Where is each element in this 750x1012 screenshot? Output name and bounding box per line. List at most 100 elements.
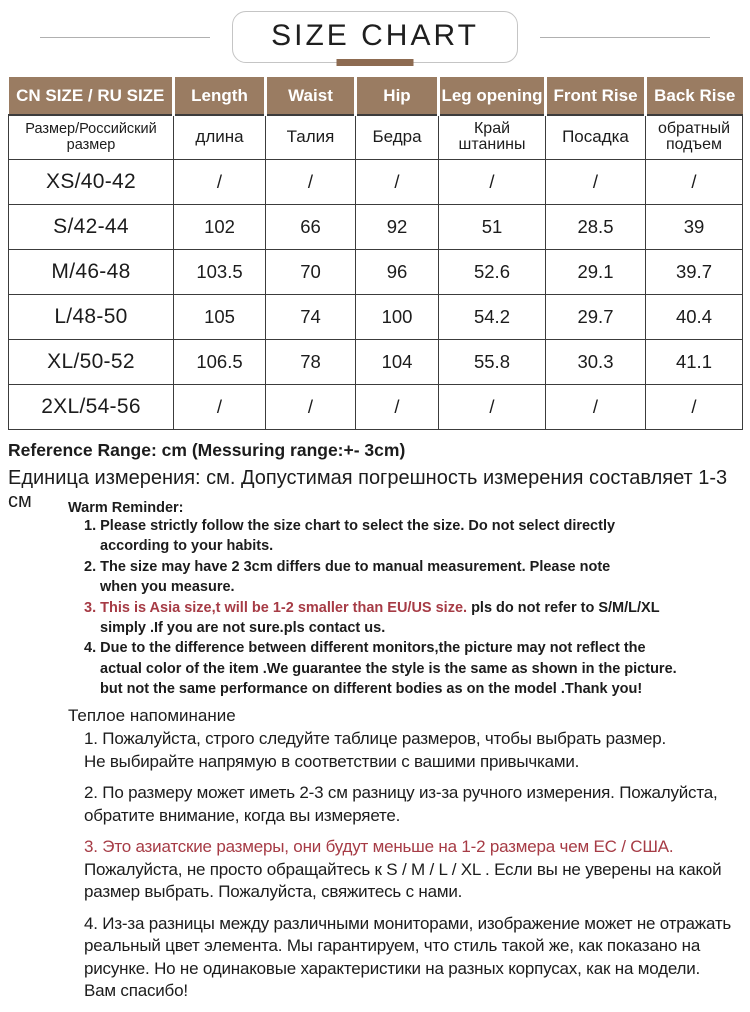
list-item-line: реальный цвет элемента. Мы гарантируем, … [84,936,701,955]
title-section: SIZE CHART [0,11,750,66]
value-cell: 96 [355,248,439,295]
page-title: SIZE CHART [271,19,479,52]
asia-size-warning-en: 3. This is Asia size,t will be 1-2 small… [84,599,468,616]
title-box: SIZE CHART [232,11,518,66]
header-ru-hip: Бедра [355,114,439,160]
title-underline [336,59,414,66]
value-cell: 54.2 [438,293,546,340]
list-item-line: 1. Please strictly follow the size chart… [84,518,616,534]
value-cell: 102 [173,203,266,250]
value-cell: 70 [265,248,356,295]
decor-line-right [539,36,710,38]
header-cell-back-rise: Back Rise [644,77,743,116]
ru-reminder-title: Теплое напоминание [68,706,236,725]
list-item: 4. Due to the difference between differe… [84,638,729,699]
table-row-l: L/48-50 105 74 100 54.2 29.7 40.4 [8,293,743,340]
value-cell: / [173,383,266,430]
header-ru-back-line2: подъем [665,136,723,154]
header-cell-length: Length [172,77,266,116]
size-cell: S/42-44 [8,203,174,250]
value-cell: / [355,158,439,205]
value-cell: 39 [645,203,743,250]
list-item-line: обратите внимание, когда вы измеряете. [84,805,401,825]
list-item-line: размер выбрать. Пожалуйста, свяжитесь с … [84,882,463,901]
ru-reminder-list: 1. Пожалуйста, строго следуйте таблице р… [84,728,744,1012]
header-cell-front-rise: Front Rise [544,77,646,116]
warm-reminder-title: Warm Reminder: [68,500,184,516]
header-ru-length: длина [173,114,266,160]
header-ru-size-line2: размер [66,137,116,154]
table-header-ru: Размер/Российский размер длина Талия Бед… [8,114,743,160]
value-cell: / [545,383,646,430]
list-item-line: Пожалуйста, не просто обращайтесь к S / … [84,859,722,879]
value-cell: 66 [265,203,356,250]
header-ru-back-line1: обратный [657,119,731,137]
table-row-s: S/42-44 102 66 92 51 28.5 39 [8,203,743,250]
size-cell: XS/40-42 [8,158,174,205]
list-item: 1. Please strictly follow the size chart… [84,516,729,557]
value-cell: 52.6 [438,248,546,295]
value-cell: / [265,383,356,430]
header-ru-leg-opening: Край штанины [438,114,546,160]
value-cell: 28.5 [545,203,646,250]
value-cell: / [265,158,356,205]
value-cell: 30.3 [545,338,646,385]
header-ru-waist: Талия [265,114,356,160]
list-item-line: 1. Пожалуйста, строго следуйте таблице р… [84,729,667,748]
header-ru-size: Размер/Российский размер [8,114,174,160]
size-cell: 2XL/54-56 [8,383,174,430]
table-row-xs: XS/40-42 / / / / / / [8,158,743,205]
header-cell-leg-opening: Leg opening [437,77,546,116]
value-cell: 39.7 [645,248,743,295]
list-item-line-rest: pls do not refer to S/M/L/XL [467,599,660,616]
value-cell: / [438,158,546,205]
list-item-line: actual color of the item .We guarantee t… [100,660,677,677]
list-item-line: 3. This is Asia size,t will be 1-2 small… [84,598,729,618]
header-cell-hip: Hip [354,77,439,116]
size-cell: L/48-50 [8,293,174,340]
header-ru-back-rise: обратный подъем [645,114,743,160]
value-cell: 78 [265,338,356,385]
table-header-en: CN SIZE / RU SIZE Length Waist Hip Leg o… [8,77,743,116]
list-item-line: Не выбирайте напрямую в соответствии с в… [84,751,580,771]
value-cell: / [438,383,546,430]
value-cell: 103.5 [173,248,266,295]
value-cell: 40.4 [645,293,743,340]
warm-reminder-list: 1. Please strictly follow the size chart… [84,516,729,700]
value-cell: 105 [173,293,266,340]
list-item-line: 2. По размеру может иметь 2-3 см разницу… [84,783,718,802]
header-ru-leg-line1: Край [473,119,511,137]
header-ru-front-rise: Посадка [545,114,646,160]
list-item: 1. Пожалуйста, строго следуйте таблице р… [84,728,744,773]
header-ru-leg-line2: штанины [458,136,526,154]
value-cell: 29.7 [545,293,646,340]
table-row-2xl: 2XL/54-56 / / / / / / [8,383,743,430]
header-ru-front-rise-label: Посадка [562,127,629,146]
list-item-line: but not the same performance on differen… [100,681,643,698]
value-cell: / [545,158,646,205]
header-ru-waist-label: Талия [286,127,335,146]
value-cell: 106.5 [173,338,266,385]
value-cell: 51 [438,203,546,250]
list-item: 3. Это азиатские размеры, они будут мень… [84,836,744,904]
header-ru-size-line1: Размер/Российский [25,120,157,137]
list-item-line: simply .If you are not sure.pls contact … [100,620,386,637]
value-cell: / [645,158,743,205]
value-cell: 104 [355,338,439,385]
size-chart-table: CN SIZE / RU SIZE Length Waist Hip Leg o… [8,77,743,430]
list-item-line: рисунке. Но не одинаковые характеристики… [84,958,701,978]
value-cell: 74 [265,293,356,340]
list-item: 2. The size may have 2 3cm differs due t… [84,557,729,598]
value-cell: / [355,383,439,430]
value-cell: 41.1 [645,338,743,385]
size-cell: XL/50-52 [8,338,174,385]
table-row-xl: XL/50-52 106.5 78 104 55.8 30.3 41.1 [8,338,743,385]
list-item-line: when you measure. [100,579,235,596]
header-cell-size: CN SIZE / RU SIZE [8,77,174,116]
list-item-line: 4. Из-за разницы между различными монито… [84,913,732,933]
value-cell: / [173,158,266,205]
list-item-line: according to your habits. [100,538,274,555]
value-cell: 55.8 [438,338,546,385]
value-cell: 29.1 [545,248,646,295]
header-ru-length-label: длина [195,127,244,146]
